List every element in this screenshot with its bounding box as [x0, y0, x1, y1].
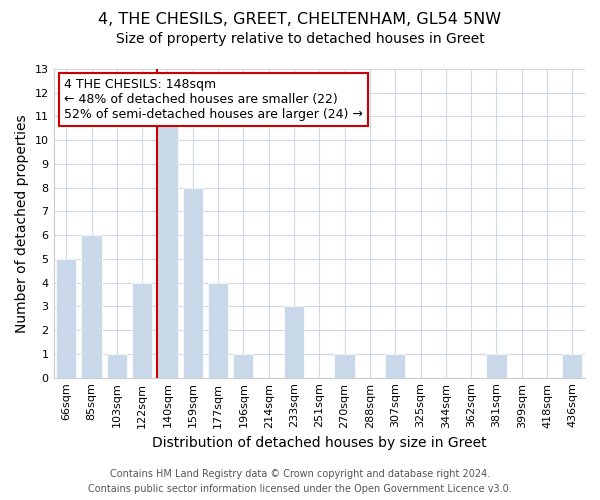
X-axis label: Distribution of detached houses by size in Greet: Distribution of detached houses by size … [152, 436, 487, 450]
Text: 4 THE CHESILS: 148sqm
← 48% of detached houses are smaller (22)
52% of semi-deta: 4 THE CHESILS: 148sqm ← 48% of detached … [64, 78, 363, 122]
Bar [182, 188, 203, 378]
Bar [487, 354, 506, 378]
Bar [208, 282, 228, 378]
Bar [82, 235, 101, 378]
Bar [334, 354, 355, 378]
Bar [385, 354, 406, 378]
Bar [157, 116, 178, 378]
Bar [562, 354, 583, 378]
Bar [233, 354, 253, 378]
Y-axis label: Number of detached properties: Number of detached properties [15, 114, 29, 332]
Text: 4, THE CHESILS, GREET, CHELTENHAM, GL54 5NW: 4, THE CHESILS, GREET, CHELTENHAM, GL54 … [98, 12, 502, 28]
Bar [56, 259, 76, 378]
Text: Size of property relative to detached houses in Greet: Size of property relative to detached ho… [116, 32, 484, 46]
Bar [284, 306, 304, 378]
Bar [107, 354, 127, 378]
Text: Contains HM Land Registry data © Crown copyright and database right 2024.
Contai: Contains HM Land Registry data © Crown c… [88, 468, 512, 493]
Bar [132, 282, 152, 378]
